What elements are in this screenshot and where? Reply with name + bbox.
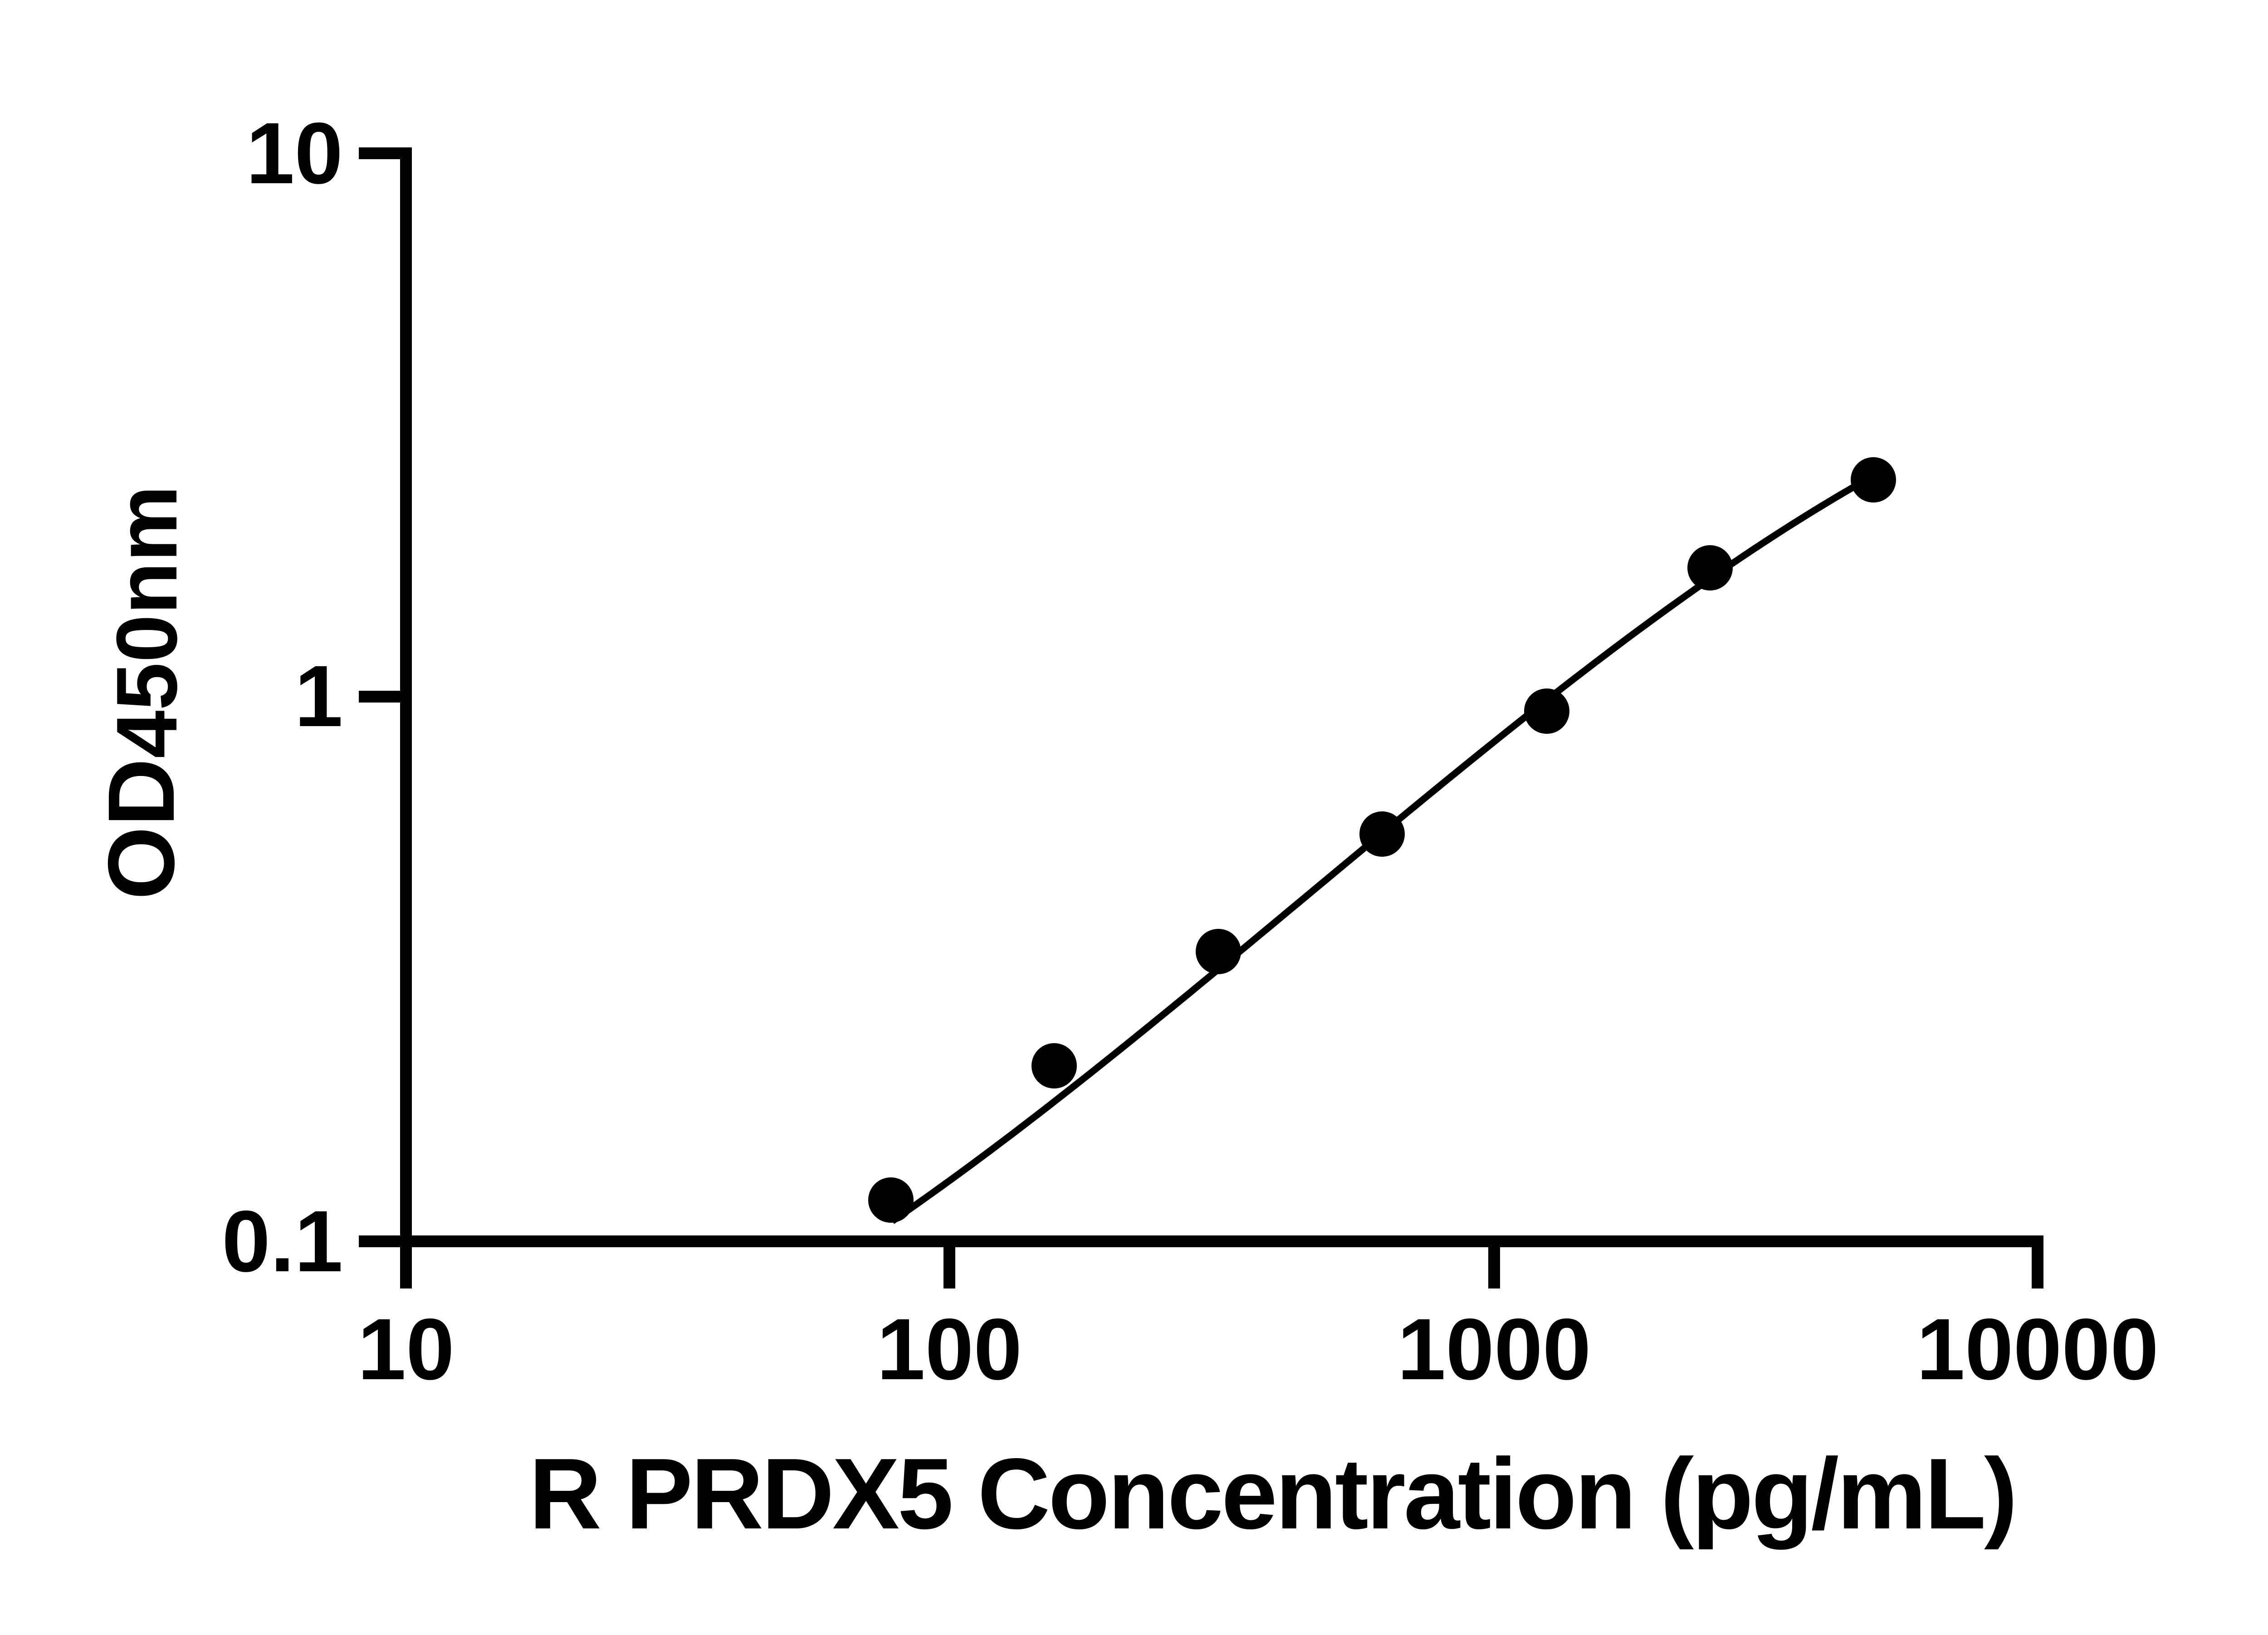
svg-text:1000: 1000: [1397, 1300, 1591, 1398]
svg-text:OD450nm: OD450nm: [89, 485, 195, 900]
svg-text:10: 10: [357, 1300, 455, 1398]
svg-text:R PRDX5 Concentration (pg/mL): R PRDX5 Concentration (pg/mL): [529, 1438, 2018, 1550]
svg-text:10000: 10000: [1916, 1300, 2159, 1398]
svg-text:10: 10: [246, 104, 343, 202]
svg-text:100: 100: [877, 1300, 1022, 1398]
svg-text:0.1: 0.1: [222, 1192, 343, 1290]
svg-text:1: 1: [294, 647, 343, 745]
